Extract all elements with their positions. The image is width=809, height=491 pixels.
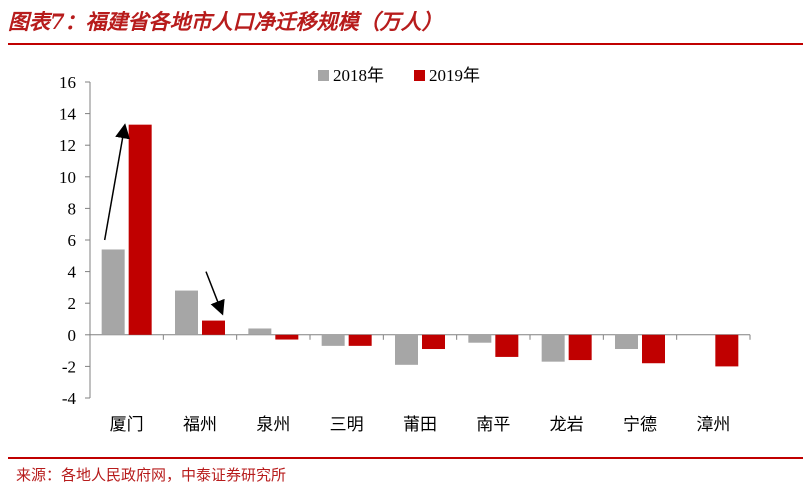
bar-2018 — [395, 334, 418, 365]
x-category-label: 漳州 — [696, 415, 730, 435]
y-tick-label: -2 — [62, 357, 76, 376]
bar-2019 — [202, 320, 225, 335]
bar-2018 — [615, 334, 638, 350]
x-category-label: 宁德 — [623, 415, 657, 435]
annotation-arrow — [205, 271, 225, 316]
x-category-label: 南平 — [476, 415, 510, 435]
x-category-label: 莆田 — [403, 415, 437, 435]
bar-2019 — [348, 334, 372, 346]
bar-2018 — [175, 290, 198, 335]
legend-label: 2018年 — [333, 66, 384, 85]
legend-swatch — [318, 70, 329, 81]
bar-2019 — [568, 334, 592, 361]
legend-label: 2019年 — [429, 66, 480, 85]
bar-2018 — [321, 334, 345, 346]
y-tick-label: 12 — [59, 136, 76, 155]
y-tick-label: -4 — [62, 389, 77, 408]
x-category-label: 厦门 — [110, 415, 144, 435]
y-tick-label: 14 — [59, 105, 77, 124]
y-tick-label: 16 — [59, 73, 76, 92]
x-category-label: 三明 — [330, 415, 364, 435]
x-category-label: 龙岩 — [550, 415, 584, 435]
y-tick-label: 10 — [59, 168, 76, 187]
bar-2019 — [715, 334, 739, 367]
y-tick-label: 0 — [68, 326, 77, 345]
x-category-label: 福州 — [183, 415, 217, 435]
footer-divider — [8, 457, 803, 459]
bar-2018 — [541, 334, 565, 362]
y-tick-label: 2 — [68, 294, 77, 313]
bar-2018 — [101, 249, 125, 335]
x-category-label: 泉州 — [256, 415, 290, 435]
figure-title: 图表7：福建省各地市人口净迁移规模（万人） — [8, 9, 443, 34]
y-tick-label: 4 — [68, 263, 77, 282]
bar-2018 — [468, 334, 492, 343]
bar-2019 — [495, 334, 519, 357]
bar-2019 — [642, 334, 665, 364]
bar-2019 — [422, 334, 445, 350]
source-note: 来源：各地人民政府网，中泰证券研究所 — [16, 466, 287, 484]
bar-2019 — [128, 124, 152, 335]
bar-2018 — [248, 328, 272, 335]
annotation-arrow — [103, 123, 130, 241]
bar-2019 — [275, 334, 299, 340]
title-divider — [8, 43, 803, 45]
y-tick-label: 8 — [68, 199, 77, 218]
y-tick-label: 6 — [68, 231, 77, 250]
legend-swatch — [414, 70, 425, 81]
